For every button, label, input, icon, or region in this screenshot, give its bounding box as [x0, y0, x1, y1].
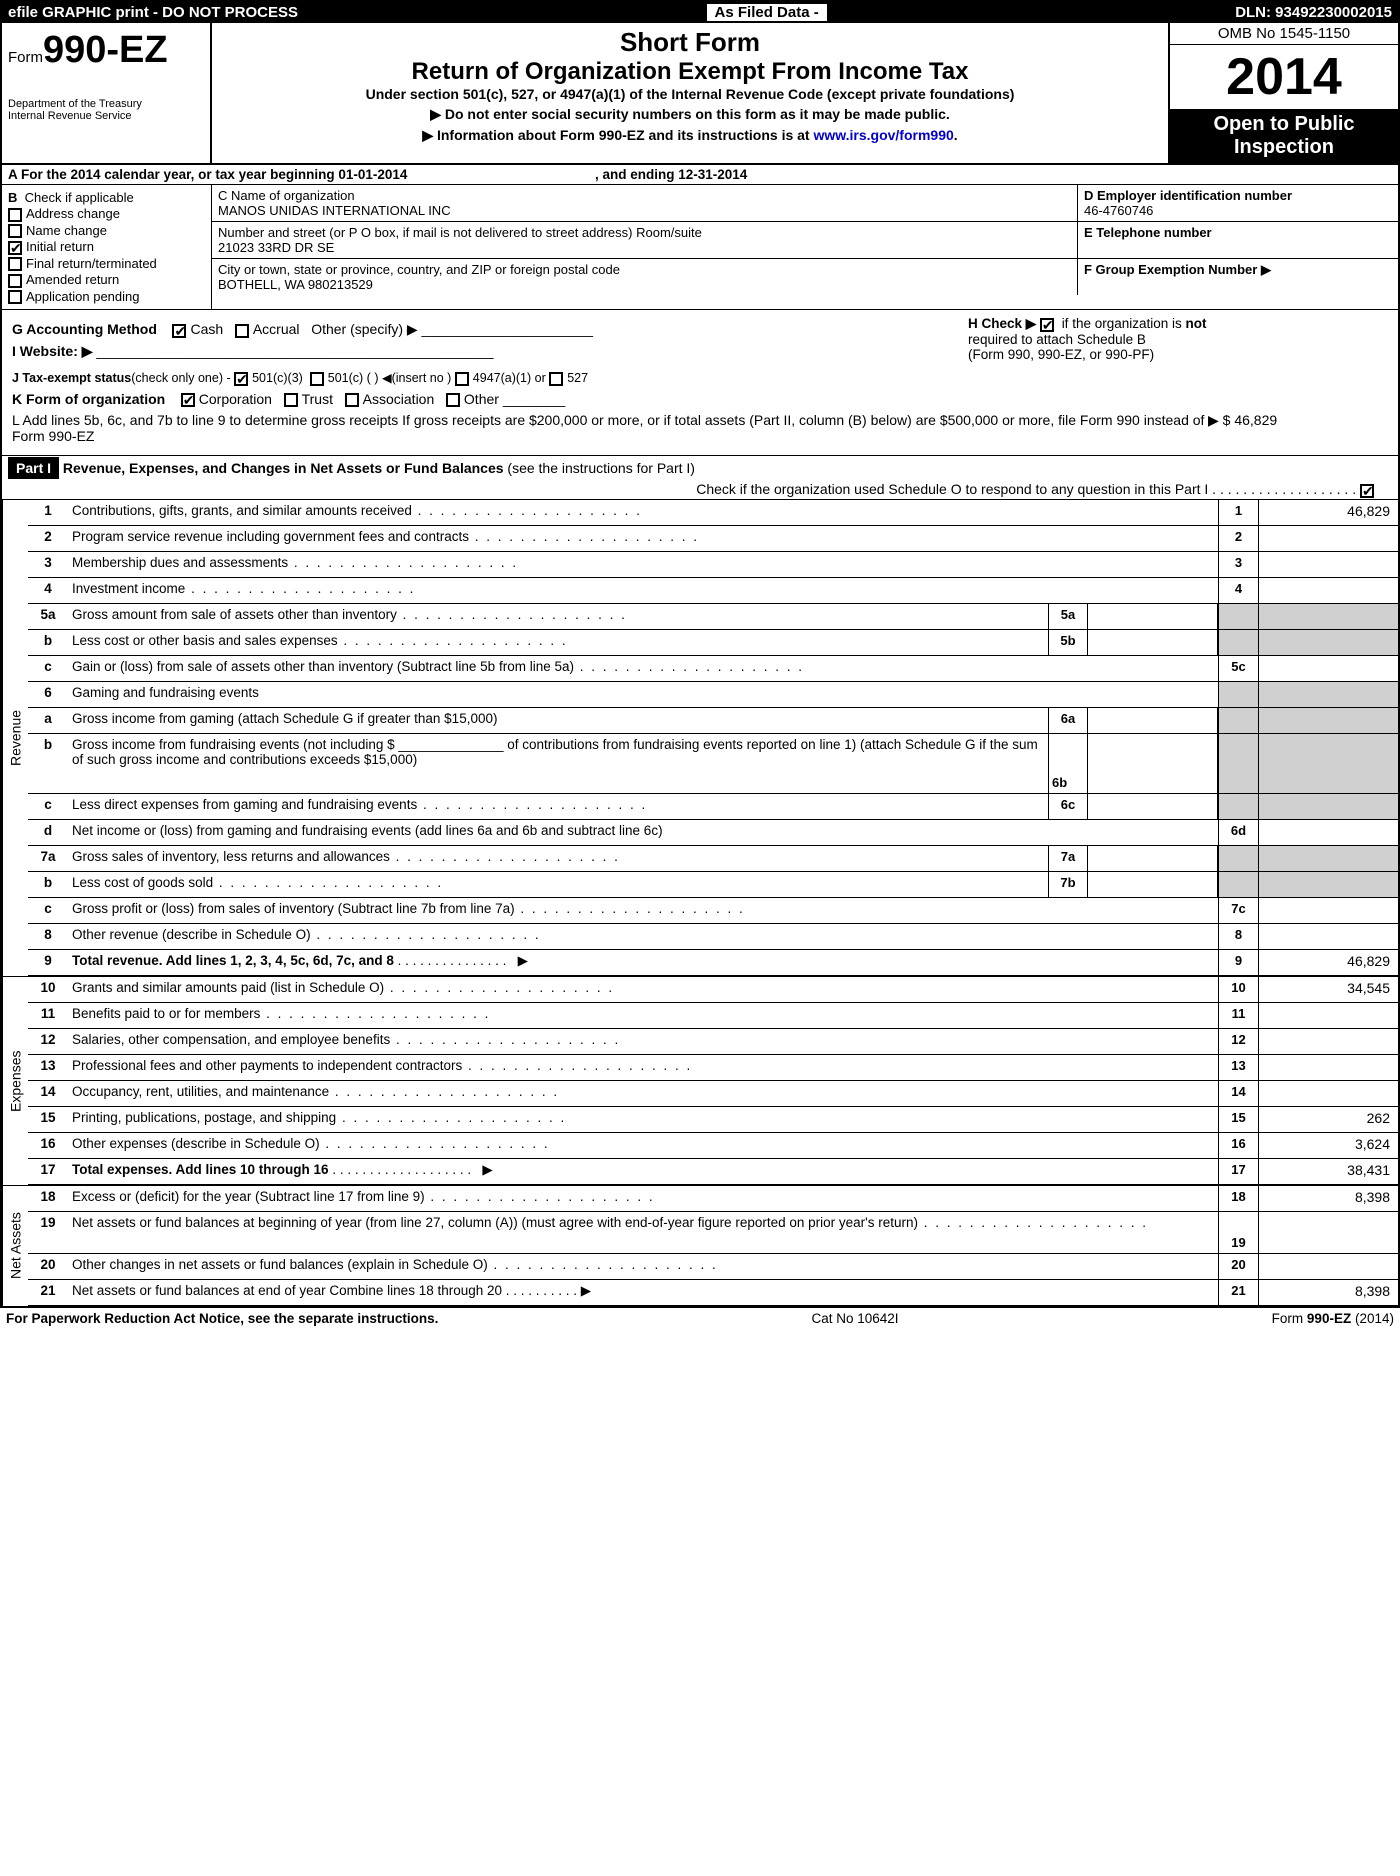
inspection-notice: Open to Public Inspection — [1170, 109, 1398, 163]
chk-application-pending[interactable] — [8, 290, 22, 304]
netassets-section: Net Assets 18Excess or (deficit) for the… — [2, 1185, 1398, 1306]
form-990ez: efile GRAPHIC print - DO NOT PROCESS As … — [0, 0, 1400, 1308]
part1-header: Part I Revenue, Expenses, and Changes in… — [2, 456, 1398, 480]
col-cde: C Name of organization MANOS UNIDAS INTE… — [212, 185, 1398, 309]
chk-cash[interactable] — [172, 324, 186, 338]
line-k: K Form of organization Corporation Trust… — [12, 391, 1388, 407]
paperwork-notice: For Paperwork Reduction Act Notice, see … — [6, 1311, 438, 1326]
chk-schedule-b[interactable] — [1040, 318, 1054, 332]
city-cell: City or town, state or province, country… — [212, 259, 1078, 295]
line-g: G Accounting Method Cash Accrual Other (… — [12, 321, 968, 338]
form-header: Form990-EZ Department of the Treasury In… — [2, 23, 1398, 165]
omb-number: OMB No 1545-1150 — [1170, 23, 1398, 45]
dept-line2: Internal Revenue Service — [8, 110, 204, 122]
short-form: Short Form — [224, 27, 1156, 58]
as-filed: As Filed Data - — [707, 4, 827, 21]
form-id-block: Form990-EZ Department of the Treasury In… — [2, 23, 212, 163]
form-prefix: Form — [8, 49, 43, 66]
return-title: Return of Organization Exempt From Incom… — [224, 58, 1156, 86]
chk-address-change[interactable] — [8, 208, 22, 222]
header-bar: efile GRAPHIC print - DO NOT PROCESS As … — [2, 2, 1398, 23]
dept-line1: Department of the Treasury — [8, 98, 204, 110]
chk-initial-return[interactable] — [8, 241, 22, 255]
form-ref: Form 990-EZ (2014) — [1272, 1311, 1394, 1326]
revenue-label: Revenue — [2, 500, 28, 976]
chk-schedule-o[interactable] — [1360, 484, 1374, 498]
chk-501c3[interactable] — [234, 372, 248, 386]
line-a: A For the 2014 calendar year, or tax yea… — [2, 165, 1398, 185]
line-h: H Check ▶ if the organization is not req… — [968, 316, 1388, 365]
netassets-label: Net Assets — [2, 1186, 28, 1306]
chk-501c[interactable] — [310, 372, 324, 386]
block-ghijkl: G Accounting Method Cash Accrual Other (… — [2, 310, 1398, 456]
page-footer: For Paperwork Reduction Act Notice, see … — [0, 1308, 1400, 1329]
chk-527[interactable] — [549, 372, 563, 386]
form-number: 990-EZ — [43, 29, 168, 71]
chk-4947[interactable] — [455, 372, 469, 386]
chk-corporation[interactable] — [181, 393, 195, 407]
year-block: OMB No 1545-1150 2014 Open to Public Ins… — [1168, 23, 1398, 163]
expenses-label: Expenses — [2, 977, 28, 1185]
chk-name-change[interactable] — [8, 224, 22, 238]
chk-amended[interactable] — [8, 274, 22, 288]
org-name-cell: C Name of organization MANOS UNIDAS INTE… — [212, 185, 1078, 221]
part1-schedule-o: Check if the organization used Schedule … — [2, 480, 1398, 498]
ssn-notice: ▶ Do not enter social security numbers o… — [224, 106, 1156, 123]
under-section: Under section 501(c), 527, or 4947(a)(1)… — [224, 86, 1156, 102]
group-exemption-cell: F Group Exemption Number ▶ — [1078, 259, 1398, 295]
expenses-section: Expenses 10Grants and similar amounts pa… — [2, 976, 1398, 1185]
phone-cell: E Telephone number — [1078, 222, 1398, 258]
tax-year: 2014 — [1170, 45, 1398, 109]
form-title-block: Short Form Return of Organization Exempt… — [212, 23, 1168, 163]
dln: DLN: 93492230002015 — [1235, 4, 1392, 21]
col-b-checkboxes: B Check if applicable Address change Nam… — [2, 185, 212, 309]
street-cell: Number and street (or P O box, if mail i… — [212, 222, 1078, 258]
chk-association[interactable] — [345, 393, 359, 407]
irs-link[interactable]: www.irs.gov/form990 — [813, 127, 953, 143]
efile-notice: efile GRAPHIC print - DO NOT PROCESS — [8, 4, 298, 21]
chk-trust[interactable] — [284, 393, 298, 407]
info-notice: ▶ Information about Form 990-EZ and its … — [224, 127, 1156, 144]
cat-no: Cat No 10642I — [811, 1311, 898, 1326]
chk-accrual[interactable] — [235, 324, 249, 338]
line-j: J Tax-exempt status(check only one) - 50… — [12, 370, 1388, 386]
line-i: I Website: ▶ ___________________________… — [12, 343, 968, 360]
chk-other-org[interactable] — [446, 393, 460, 407]
section-bcde: B Check if applicable Address change Nam… — [2, 185, 1398, 310]
ein-cell: D Employer identification number 46-4760… — [1078, 185, 1398, 221]
revenue-section: Revenue 1Contributions, gifts, grants, a… — [2, 499, 1398, 976]
chk-final-return[interactable] — [8, 257, 22, 271]
line-l: L Add lines 5b, 6c, and 7b to line 9 to … — [12, 412, 1388, 444]
